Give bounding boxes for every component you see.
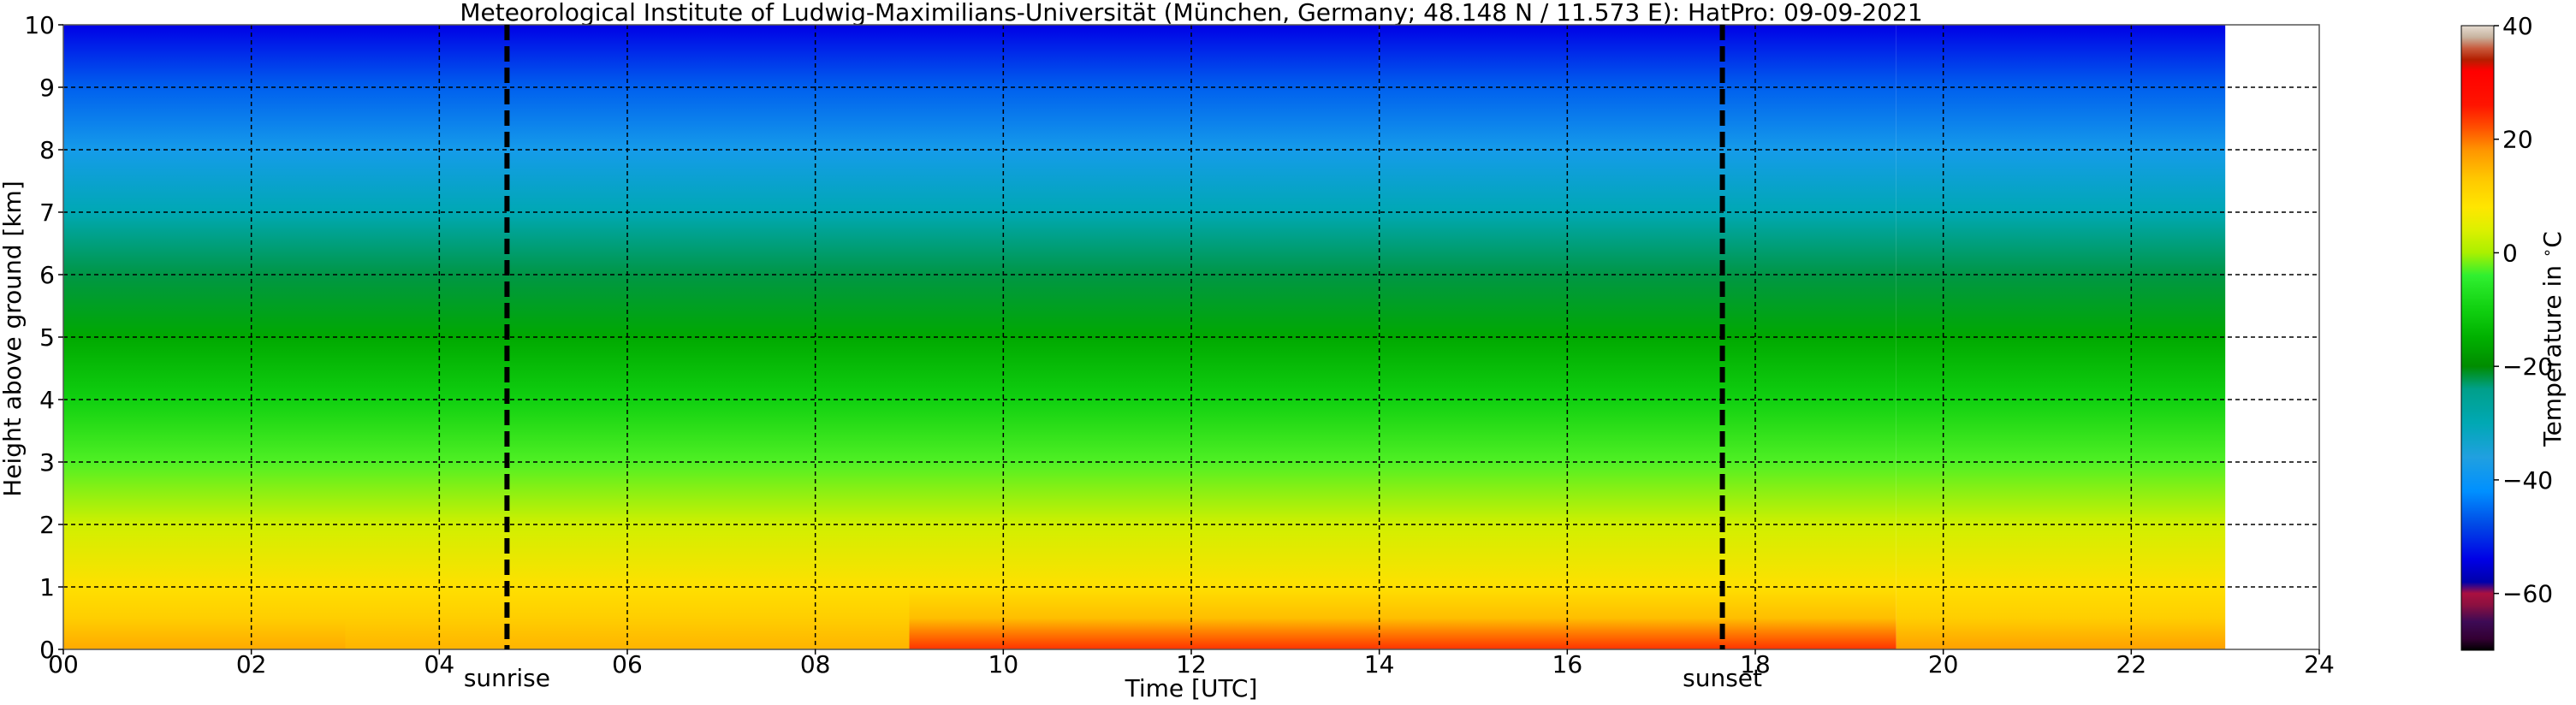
y-axis-label: Height above ground [km] [0, 181, 27, 497]
y-tick-label: 5 [39, 323, 55, 352]
colorbar-tick-label: 0 [2502, 239, 2518, 267]
colorbar-tick-label: −60 [2502, 580, 2553, 608]
x-tick-label: 02 [236, 650, 267, 678]
y-tick-label: 1 [39, 573, 55, 601]
colorbar-tick-label: −40 [2502, 466, 2553, 495]
x-tick-label: 00 [48, 650, 79, 678]
colorbar-gradient [2460, 25, 2495, 651]
y-tick-label: 9 [39, 74, 55, 102]
y-tick-label: 0 [39, 636, 55, 664]
x-tick-label: 24 [2304, 650, 2335, 678]
y-tick-label: 2 [39, 511, 55, 539]
x-axis-label: Time [UTC] [1125, 674, 1258, 702]
x-tick-label: 16 [1552, 650, 1583, 678]
colorbar-tick-label: 20 [2502, 126, 2533, 154]
x-tick-label: 04 [424, 650, 455, 678]
x-tick-label: 14 [1364, 650, 1395, 678]
sunrise-label: sunrise [464, 664, 550, 692]
chart-title: Meteorological Institute of Ludwig-Maxim… [460, 0, 1922, 27]
colorbar: 40 20 0 −20 −40 −60 [2460, 12, 2553, 651]
y-tick-label: 6 [39, 261, 55, 289]
x-tick-label: 18 [1740, 650, 1771, 678]
colorbar-tick-label: 40 [2502, 12, 2533, 40]
y-tick-label: 3 [39, 448, 55, 477]
x-tick-label: 06 [612, 650, 643, 678]
colorbar-tick-label: −20 [2502, 352, 2553, 381]
y-tick-label: 7 [39, 198, 55, 227]
x-tick-label: 08 [800, 650, 831, 678]
x-tick-label: 12 [1176, 650, 1207, 678]
plot-area: 00 02 04 06 08 10 12 14 16 18 20 22 24012345678910su… [24, 11, 2334, 692]
x-tick-label: 22 [2116, 650, 2147, 678]
colorbar-label: Temperature in ∘C [2538, 231, 2567, 447]
sunset-label: sunset [1683, 664, 1762, 692]
y-tick-label: 8 [39, 136, 55, 164]
y-tick-label: 10 [24, 11, 55, 39]
x-tick-label: 20 [1928, 650, 1959, 678]
x-tick-label: 10 [988, 650, 1019, 678]
y-tick-label: 4 [39, 386, 55, 414]
